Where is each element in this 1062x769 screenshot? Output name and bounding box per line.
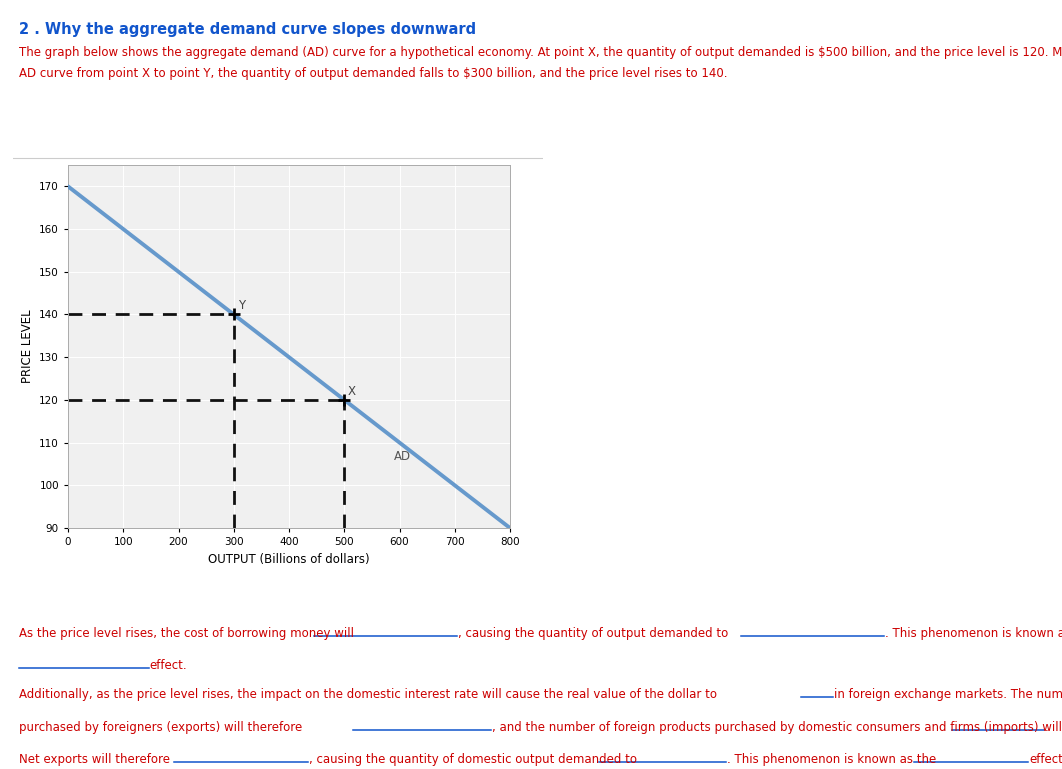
Text: , causing the quantity of output demanded to: , causing the quantity of output demande… [458, 627, 727, 640]
Text: effect.: effect. [1029, 753, 1062, 766]
Text: AD: AD [394, 450, 411, 463]
Text: Y: Y [238, 299, 244, 312]
Text: . This phenomenon is known as the: . This phenomenon is known as the [885, 627, 1062, 640]
Text: As the price level rises, the cost of borrowing money will: As the price level rises, the cost of bo… [19, 627, 354, 640]
Text: , and the number of foreign products purchased by domestic consumers and firms (: , and the number of foreign products pur… [492, 721, 1062, 734]
Text: purchased by foreigners (exports) will therefore: purchased by foreigners (exports) will t… [19, 721, 303, 734]
Text: X: X [348, 384, 356, 398]
Text: effect.: effect. [150, 659, 187, 672]
Text: . This phenomenon is known as the: . This phenomenon is known as the [727, 753, 937, 766]
Y-axis label: PRICE LEVEL: PRICE LEVEL [20, 310, 34, 383]
Text: AD curve from point X to point Y, the quantity of output demanded falls to $300 : AD curve from point X to point Y, the qu… [19, 67, 727, 80]
Text: The graph below shows the aggregate demand (AD) curve for a hypothetical economy: The graph below shows the aggregate dema… [19, 46, 1062, 59]
Text: Additionally, as the price level rises, the impact on the domestic interest rate: Additionally, as the price level rises, … [19, 688, 717, 701]
Text: 2 . Why the aggregate demand curve slopes downward: 2 . Why the aggregate demand curve slope… [19, 22, 476, 37]
X-axis label: OUTPUT (Billions of dollars): OUTPUT (Billions of dollars) [208, 553, 370, 565]
Text: .: . [1045, 721, 1049, 734]
Text: in foreign exchange markets. The number of domestic products: in foreign exchange markets. The number … [834, 688, 1062, 701]
Text: Net exports will therefore: Net exports will therefore [19, 753, 170, 766]
Text: , causing the quantity of domestic output demanded to: , causing the quantity of domestic outpu… [309, 753, 637, 766]
